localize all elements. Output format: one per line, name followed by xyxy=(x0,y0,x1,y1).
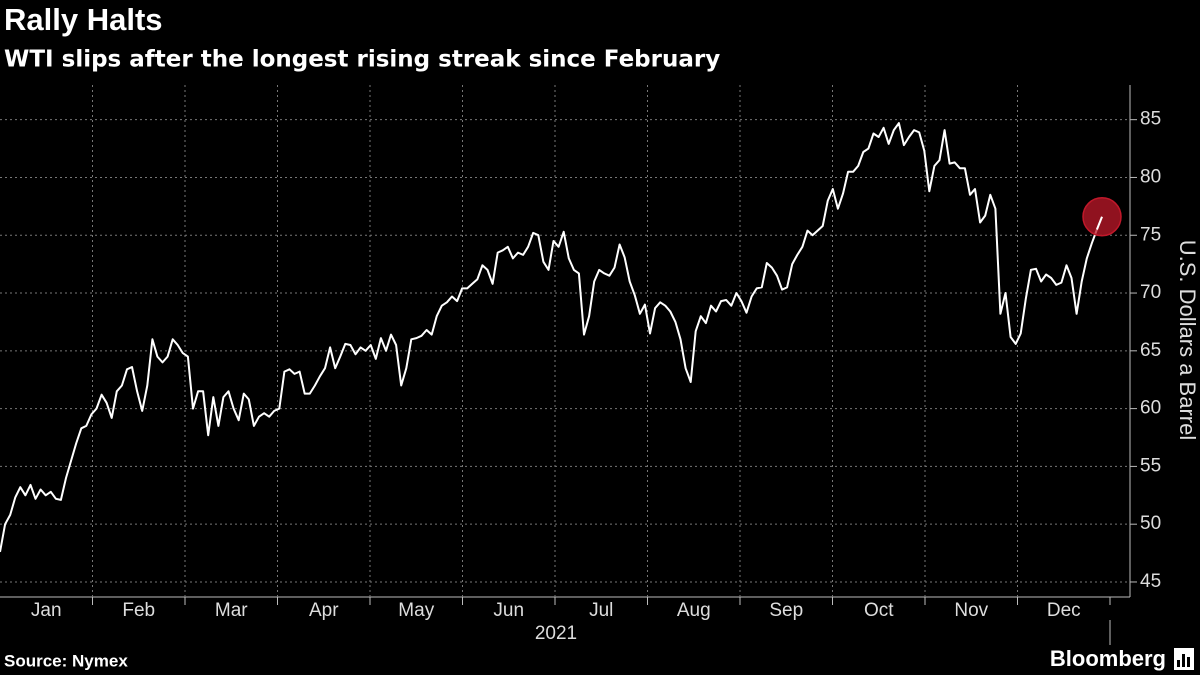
x-tick-label: May xyxy=(398,600,434,621)
line-tip xyxy=(1095,216,1103,230)
x-tick-label: Jan xyxy=(31,600,62,621)
chart-title: Rally Halts xyxy=(4,2,163,37)
y-axis-label: U.S. Dollars a Barrel xyxy=(1175,240,1200,441)
y-tick-label: 45 xyxy=(1140,571,1161,592)
y-tick-label: 50 xyxy=(1140,513,1161,534)
x-tick-label: Aug xyxy=(677,600,711,621)
x-tick-label: Dec xyxy=(1047,600,1081,621)
chart-subtitle: WTI slips after the longest rising strea… xyxy=(4,47,720,73)
y-tick-label: 60 xyxy=(1140,398,1161,419)
y-tick-label: 85 xyxy=(1140,109,1161,130)
y-tick-label: 70 xyxy=(1140,282,1161,303)
x-tick-label: Oct xyxy=(864,600,894,621)
x-tick-label: Nov xyxy=(954,600,988,621)
y-tick-label: 80 xyxy=(1140,166,1161,187)
x-tick-label: Sep xyxy=(769,600,803,621)
x-tick-label: Apr xyxy=(309,600,339,621)
y-tick-label: 55 xyxy=(1140,455,1161,476)
price-line xyxy=(0,122,1103,553)
brand: Bloomberg xyxy=(1050,646,1166,671)
x-tick-label: Jun xyxy=(493,600,524,621)
x-tick-label: Mar xyxy=(215,600,248,621)
x-axis-label: 2021 xyxy=(535,623,577,644)
x-tick-label: Feb xyxy=(122,600,155,621)
source: Source: Nymex xyxy=(4,651,128,670)
brand-icon xyxy=(1174,648,1194,670)
y-tick-label: 65 xyxy=(1140,340,1161,361)
x-tick-label: Jul xyxy=(589,600,613,621)
y-tick-label: 75 xyxy=(1140,224,1161,245)
